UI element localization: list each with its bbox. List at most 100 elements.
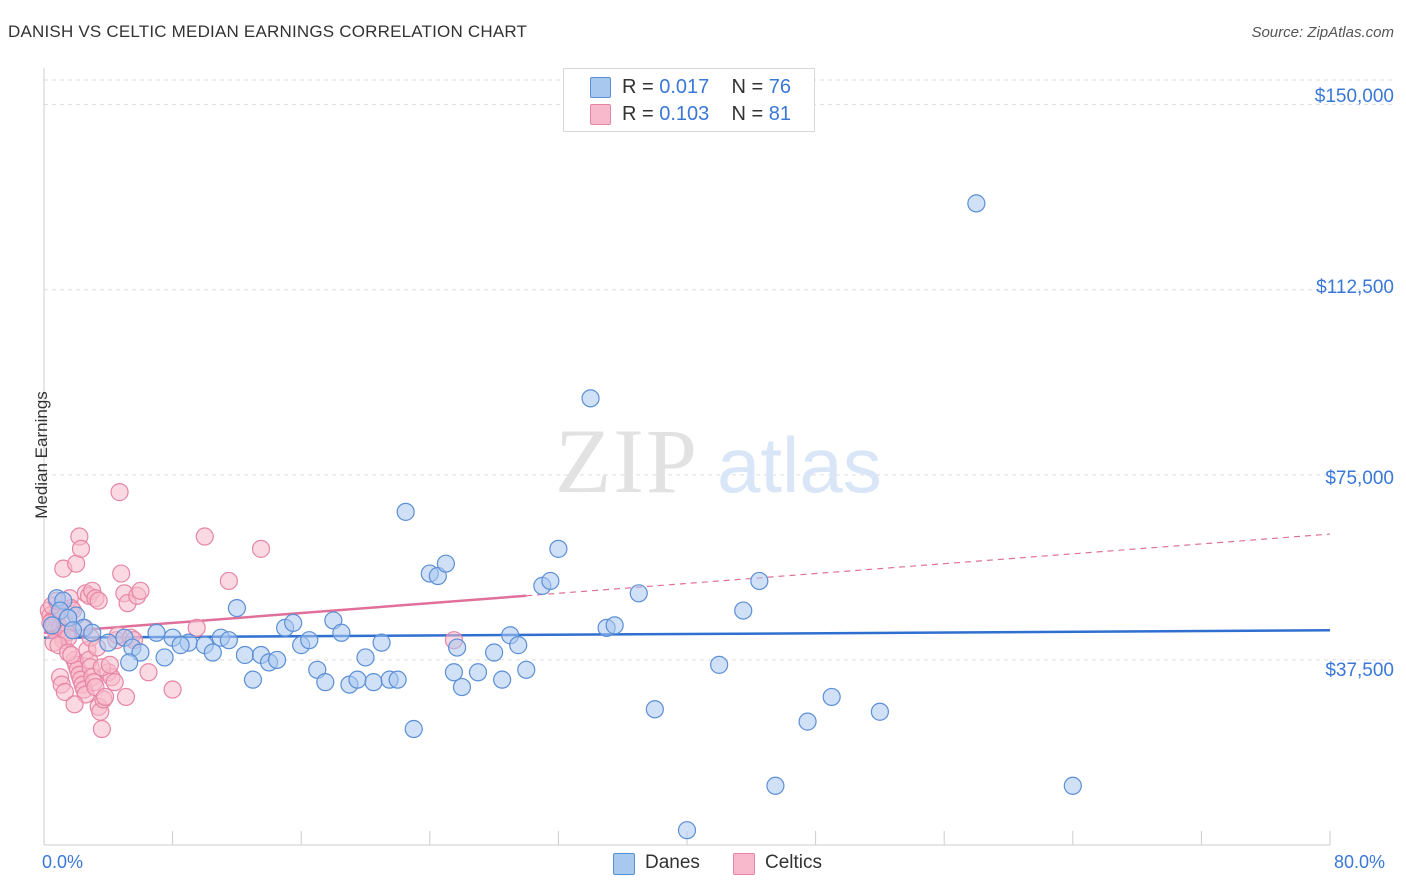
- danes-point: [452, 677, 472, 697]
- legend-r-label: R =: [622, 76, 654, 98]
- danes-point: [444, 663, 464, 682]
- danes-point: [549, 539, 568, 558]
- danes-point: [396, 502, 415, 521]
- danes-point: [235, 645, 255, 665]
- danes-point: [436, 554, 455, 573]
- danes-point: [267, 650, 287, 670]
- danes-points: [42, 194, 1082, 840]
- danes-point: [155, 648, 174, 667]
- celtics-point: [95, 687, 115, 707]
- danes-point: [605, 616, 624, 635]
- danes-point: [388, 670, 407, 689]
- celtics-trend: [43, 533, 1331, 635]
- danes-point: [99, 633, 118, 652]
- x-tick-label: 80.0%: [1334, 852, 1386, 872]
- danes-point: [171, 636, 190, 655]
- y-tick-label: $112,500: [1316, 277, 1394, 298]
- watermark-zip: ZIP: [555, 410, 699, 512]
- bottom-legend-label: Celtics: [765, 852, 823, 873]
- trend-line-solid: [43, 594, 527, 635]
- legend-n-label: N =: [731, 76, 764, 98]
- danes-point: [493, 670, 512, 689]
- danes-swatch: [613, 853, 635, 875]
- celtics-point: [116, 687, 136, 707]
- danes-point: [404, 719, 423, 739]
- y-tick-label: $150,000: [1314, 86, 1394, 107]
- bottom-legend-label: Danes: [645, 852, 700, 873]
- source-note: Source: ZipAtlas.com: [1251, 24, 1394, 41]
- axes: [43, 68, 1331, 846]
- celtics-point: [100, 655, 120, 674]
- danes-point: [42, 616, 62, 635]
- danes-point: [284, 613, 303, 633]
- danes-point: [645, 700, 664, 719]
- danes-point: [227, 598, 246, 618]
- celtics-swatch: [733, 853, 755, 875]
- danes-point: [485, 643, 504, 662]
- legend-n-value: 81: [768, 103, 792, 125]
- y-axis-label: Median Earnings: [32, 391, 51, 519]
- correlation-legend: R = 0.017 N = 76 R = 0.103 N = 81: [563, 68, 815, 132]
- celtics-point: [219, 571, 238, 591]
- danes-point: [372, 633, 391, 652]
- celtics-swatch: [590, 104, 611, 125]
- celtics-point: [92, 719, 111, 739]
- danes-point: [63, 621, 83, 640]
- celtics-point: [110, 483, 129, 502]
- danes-point: [870, 702, 890, 721]
- danes-point: [798, 712, 817, 731]
- celtics-point: [62, 645, 81, 665]
- danes-point: [300, 631, 319, 650]
- danes-point: [448, 638, 467, 657]
- danes-point: [83, 623, 102, 642]
- danes-point: [243, 670, 263, 689]
- celtics-point: [65, 695, 84, 714]
- watermark: ZIP atlas: [555, 410, 882, 512]
- danes-point: [1063, 776, 1082, 795]
- legend-r-value: 0.103: [659, 103, 710, 125]
- x-tick-label: 0.0%: [42, 852, 84, 872]
- celtics-point: [89, 591, 108, 610]
- celtics-points: [39, 483, 464, 739]
- danes-point: [629, 584, 648, 603]
- celtics-point: [163, 680, 182, 699]
- legend-r-label: R =: [622, 103, 654, 125]
- danes-point: [203, 643, 222, 662]
- legend-n-value: 76: [768, 76, 792, 98]
- danes-trend: [43, 629, 1331, 639]
- danes-swatch: [590, 77, 611, 98]
- danes-point: [822, 687, 841, 707]
- danes-point: [710, 655, 729, 674]
- celtics-point: [131, 581, 150, 600]
- danes-point: [766, 776, 785, 795]
- trend-line: [43, 629, 1331, 639]
- danes-point: [750, 571, 769, 591]
- celtics-point: [195, 527, 214, 546]
- celtics-point: [71, 539, 91, 558]
- danes-point: [677, 821, 697, 840]
- y-tick-label: $75,000: [1325, 468, 1394, 489]
- celtics-point: [55, 682, 74, 702]
- danes-point: [120, 653, 139, 672]
- watermark-atlas: atlas: [717, 421, 882, 509]
- danes-point: [147, 623, 166, 642]
- celtics-point: [139, 663, 158, 682]
- trend-line-dashed: [526, 533, 1331, 597]
- danes-point: [581, 389, 600, 408]
- celtics-point: [251, 539, 271, 558]
- danes-point: [509, 636, 528, 655]
- celtics-point: [187, 618, 206, 637]
- grid-lines: [44, 79, 1395, 661]
- danes-point: [219, 631, 238, 650]
- legend-r-value: 0.017: [659, 76, 710, 98]
- danes-point: [541, 571, 560, 591]
- danes-point: [734, 601, 753, 620]
- danes-point: [348, 670, 367, 689]
- y-tick-label: $37,500: [1325, 660, 1394, 681]
- danes-point: [316, 673, 335, 692]
- danes-point: [356, 648, 375, 667]
- danes-point: [967, 194, 986, 213]
- danes-point: [468, 663, 488, 682]
- celtics-point: [112, 564, 131, 583]
